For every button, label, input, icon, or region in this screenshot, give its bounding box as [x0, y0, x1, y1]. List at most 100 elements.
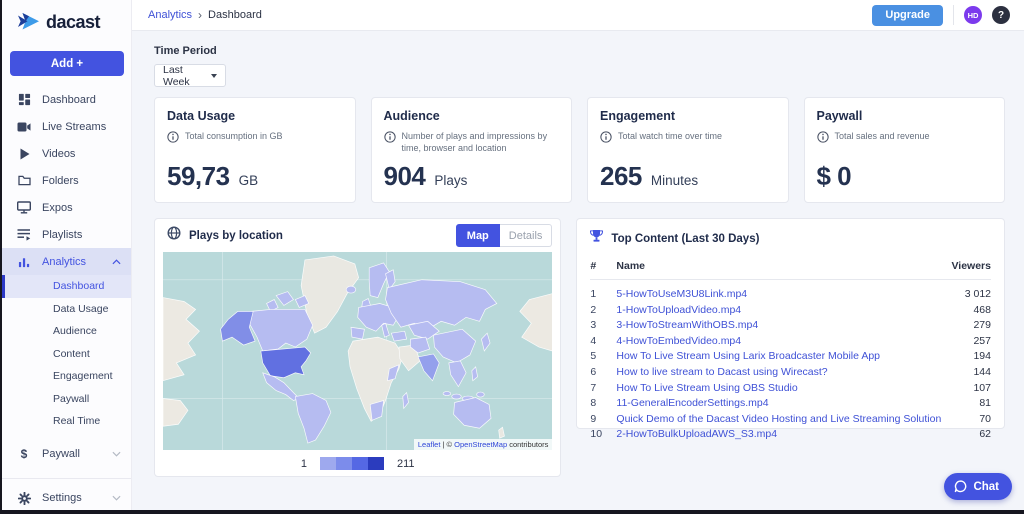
subitem-label: Paywall — [53, 393, 89, 405]
sidebar: dacast Add + Dashboard Live Streams Vide… — [2, 0, 132, 510]
sidebar-item-label: Playlists — [42, 229, 82, 241]
openstreetmap-link[interactable]: OpenStreetMap — [454, 440, 507, 449]
table-row: 6How to live stream to Dacast using Wire… — [590, 364, 991, 380]
chevron-up-icon — [112, 259, 121, 265]
engagement-card: Engagement Total watch time over time 26… — [587, 97, 789, 203]
content-link[interactable]: 3-HowToStreamWithOBS.mp4 — [616, 317, 950, 333]
card-title: Paywall — [817, 109, 993, 123]
sidebar-item-settings[interactable]: Settings — [2, 485, 131, 512]
sidebar-subitem-content[interactable]: Content — [2, 343, 131, 366]
table-row: 33-HowToStreamWithOBS.mp4279 — [590, 317, 991, 333]
sidebar-item-folders[interactable]: Folders — [2, 167, 131, 194]
sidebar-item-label: Settings — [42, 492, 82, 504]
content-link[interactable]: 4-HowToEmbedVideo.mp4 — [616, 333, 950, 349]
content-link[interactable]: 2-HowToBulkUploadAWS_S3.mp4 — [616, 427, 950, 443]
stat-cards-row: Data Usage Total consumption in GB 59,73… — [154, 97, 1005, 203]
sidebar-item-dashboard[interactable]: Dashboard — [2, 86, 131, 113]
leaflet-link[interactable]: Leaflet — [418, 440, 441, 449]
content-link[interactable]: How To Live Stream Using Larix Broadcast… — [616, 349, 950, 365]
viewers-cell: 70 — [950, 411, 991, 427]
rank-cell: 1 — [590, 280, 616, 302]
card-value: $ 0 — [817, 161, 852, 192]
videocam-icon — [17, 121, 31, 133]
content-link[interactable]: How To Live Stream Using OBS Studio — [616, 380, 950, 396]
avatar[interactable]: HD — [964, 6, 982, 24]
audience-card: Audience Number of plays and impressions… — [371, 97, 573, 203]
sidebar-subitem-audience[interactable]: Audience — [2, 320, 131, 343]
sidebar-item-live-streams[interactable]: Live Streams — [2, 113, 131, 140]
time-period-value: Last Week — [163, 64, 211, 88]
breadcrumb-analytics-link[interactable]: Analytics — [148, 9, 192, 21]
trophy-icon — [590, 229, 603, 248]
subitem-label: Engagement — [53, 370, 113, 382]
content-link[interactable]: 11-GeneralEncoderSettings.mp4 — [616, 395, 950, 411]
card-title: Audience — [384, 109, 560, 123]
content-link[interactable]: 5-HowToUseM3U8Link.mp4 — [616, 280, 950, 302]
table-row: 9Quick Demo of the Dacast Video Hosting … — [590, 411, 991, 427]
main-content: Time Period Last Week Data Usage Total c… — [132, 31, 1024, 510]
table-row: 44-HowToEmbedVideo.mp4257 — [590, 333, 991, 349]
chevron-down-icon — [112, 451, 121, 457]
table-row: 811-GeneralEncoderSettings.mp481 — [590, 395, 991, 411]
rank-cell: 9 — [590, 411, 616, 427]
upgrade-button[interactable]: Upgrade — [872, 5, 943, 26]
column-header-rank: # — [590, 257, 616, 280]
sidebar-item-videos[interactable]: Videos — [2, 140, 131, 167]
dacast-logo-icon — [18, 13, 40, 32]
info-icon — [167, 130, 179, 148]
subitem-label: Dashboard — [53, 280, 104, 292]
help-icon[interactable]: ? — [992, 6, 1010, 24]
rank-cell: 8 — [590, 395, 616, 411]
card-value: 265 — [600, 161, 642, 192]
content-link[interactable]: 1-HowToUploadVideo.mp4 — [616, 302, 950, 318]
sidebar-subitem-dashboard[interactable]: Dashboard — [2, 275, 131, 298]
dashboard-grid-icon — [17, 93, 31, 106]
sidebar-subitem-data-usage[interactable]: Data Usage — [2, 298, 131, 321]
topbar-divider — [953, 5, 954, 25]
sidebar-subitem-real-time[interactable]: Real Time — [2, 410, 131, 433]
add-button[interactable]: Add + — [10, 51, 124, 76]
choropleth-map-svg — [163, 252, 552, 450]
top-content-table: # Name Viewers 15-HowToUseM3U8Link.mp43 … — [590, 257, 991, 442]
card-title: Data Usage — [167, 109, 343, 123]
rank-cell: 4 — [590, 333, 616, 349]
legend-swatch — [320, 457, 336, 470]
column-header-name: Name — [616, 257, 950, 280]
legend-min: 1 — [301, 458, 307, 470]
viewers-cell: 194 — [950, 349, 991, 365]
sidebar-item-label: Expos — [42, 202, 73, 214]
time-period-select[interactable]: Last Week — [154, 64, 226, 87]
dacast-logo[interactable]: dacast — [2, 0, 131, 43]
sidebar-subitem-engagement[interactable]: Engagement — [2, 365, 131, 388]
map-details-toggle: Map Details — [456, 224, 553, 247]
sidebar-item-label: Live Streams — [42, 121, 106, 133]
rank-cell: 7 — [590, 380, 616, 396]
rank-cell: 5 — [590, 349, 616, 365]
table-row: 5How To Live Stream Using Larix Broadcas… — [590, 349, 991, 365]
bar-chart-icon — [17, 256, 31, 268]
sidebar-subitem-paywall[interactable]: Paywall — [2, 388, 131, 411]
subitem-label: Audience — [53, 325, 97, 337]
chat-button[interactable]: Chat — [944, 473, 1012, 500]
details-toggle-button[interactable]: Details — [500, 224, 553, 247]
table-row: 7How To Live Stream Using OBS Studio107 — [590, 380, 991, 396]
sidebar-item-analytics[interactable]: Analytics — [2, 248, 131, 275]
content-link[interactable]: Quick Demo of the Dacast Video Hosting a… — [616, 411, 950, 427]
sidebar-item-playlists[interactable]: Playlists — [2, 221, 131, 248]
legend-swatches — [320, 457, 384, 470]
sidebar-item-expos[interactable]: Expos — [2, 194, 131, 221]
globe-icon — [167, 226, 181, 245]
viewers-cell: 62 — [950, 427, 991, 443]
play-icon — [17, 148, 31, 160]
content-link[interactable]: How to live stream to Dacast using Wirec… — [616, 364, 950, 380]
legend-swatch — [336, 457, 352, 470]
map-toggle-button[interactable]: Map — [456, 224, 500, 247]
card-value: 904 — [384, 161, 426, 192]
card-unit: Plays — [434, 173, 467, 188]
sidebar-divider — [2, 478, 131, 479]
sidebar-item-paywall[interactable]: $ Paywall — [2, 441, 131, 468]
paywall-card: Paywall Total sales and revenue $ 0 — [804, 97, 1006, 203]
world-map[interactable]: Leaflet | © OpenStreetMap contributors — [163, 252, 552, 450]
viewers-cell: 468 — [950, 302, 991, 318]
chat-button-label: Chat — [973, 481, 999, 493]
